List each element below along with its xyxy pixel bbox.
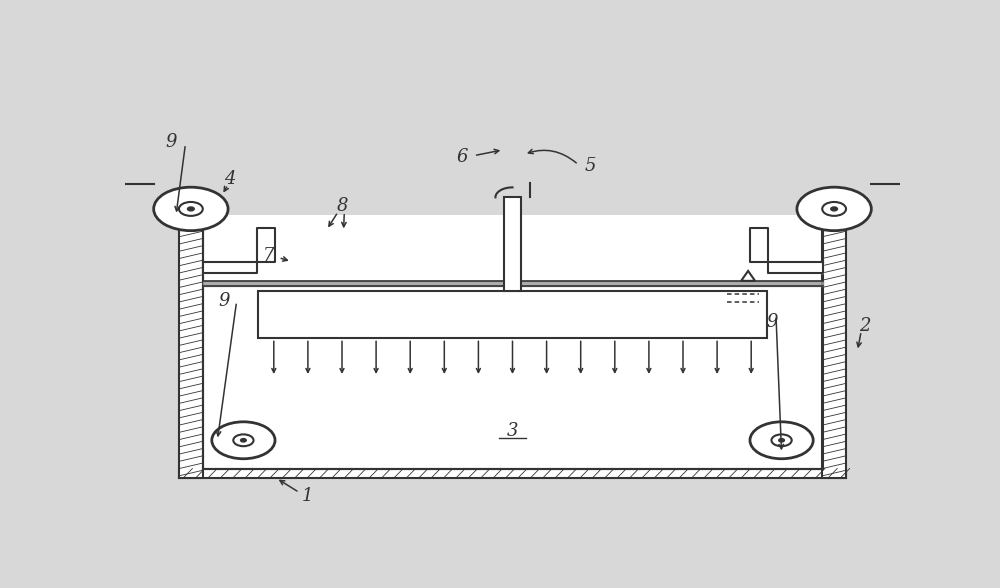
Text: 4: 4 bbox=[224, 170, 235, 188]
Text: 7: 7 bbox=[263, 247, 274, 265]
Circle shape bbox=[822, 202, 846, 216]
Text: 9: 9 bbox=[166, 133, 177, 151]
Polygon shape bbox=[750, 228, 822, 273]
Circle shape bbox=[831, 207, 837, 211]
Circle shape bbox=[771, 435, 792, 446]
Text: 2: 2 bbox=[859, 318, 871, 335]
Circle shape bbox=[750, 422, 813, 459]
Bar bbox=[258, 291, 767, 338]
Text: 5: 5 bbox=[584, 156, 596, 175]
Circle shape bbox=[779, 439, 784, 442]
Bar bbox=[504, 198, 521, 291]
Text: 3: 3 bbox=[507, 422, 518, 439]
Circle shape bbox=[233, 435, 254, 446]
Text: 1: 1 bbox=[301, 487, 313, 505]
Text: 6: 6 bbox=[456, 148, 468, 166]
Circle shape bbox=[241, 439, 246, 442]
Text: 8: 8 bbox=[336, 198, 348, 215]
Text: 9: 9 bbox=[218, 292, 230, 310]
Circle shape bbox=[179, 202, 203, 216]
Circle shape bbox=[154, 187, 228, 230]
Bar bbox=[179, 215, 202, 478]
Circle shape bbox=[212, 422, 275, 459]
Bar bbox=[179, 469, 846, 478]
Bar bbox=[822, 215, 846, 478]
Circle shape bbox=[797, 187, 871, 230]
Bar bbox=[202, 215, 822, 469]
Circle shape bbox=[188, 207, 194, 211]
Polygon shape bbox=[202, 228, 275, 273]
Text: 9: 9 bbox=[766, 313, 778, 331]
